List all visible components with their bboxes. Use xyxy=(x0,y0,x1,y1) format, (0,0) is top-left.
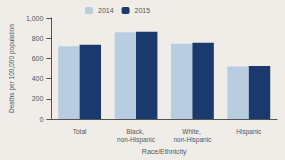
svg-text:Black,: Black, xyxy=(126,128,146,135)
svg-text:800: 800 xyxy=(32,35,44,42)
svg-text:600: 600 xyxy=(32,55,44,62)
svg-text:non-Hispanic: non-Hispanic xyxy=(117,136,156,144)
svg-text:Race/Ethnicity: Race/Ethnicity xyxy=(142,148,187,156)
svg-text:Total: Total xyxy=(73,128,87,135)
svg-text:Deaths per 100,000 population: Deaths per 100,000 population xyxy=(8,24,16,113)
svg-text:2015: 2015 xyxy=(135,7,151,14)
svg-text:2014: 2014 xyxy=(98,7,114,14)
svg-text:1,000: 1,000 xyxy=(26,15,44,22)
svg-text:200: 200 xyxy=(32,95,44,102)
svg-text:400: 400 xyxy=(32,75,44,82)
svg-text:Hispanic: Hispanic xyxy=(236,128,262,136)
svg-text:0: 0 xyxy=(40,116,44,123)
svg-text:non-Hispanic: non-Hispanic xyxy=(173,136,212,144)
svg-text:White,: White, xyxy=(182,128,202,135)
